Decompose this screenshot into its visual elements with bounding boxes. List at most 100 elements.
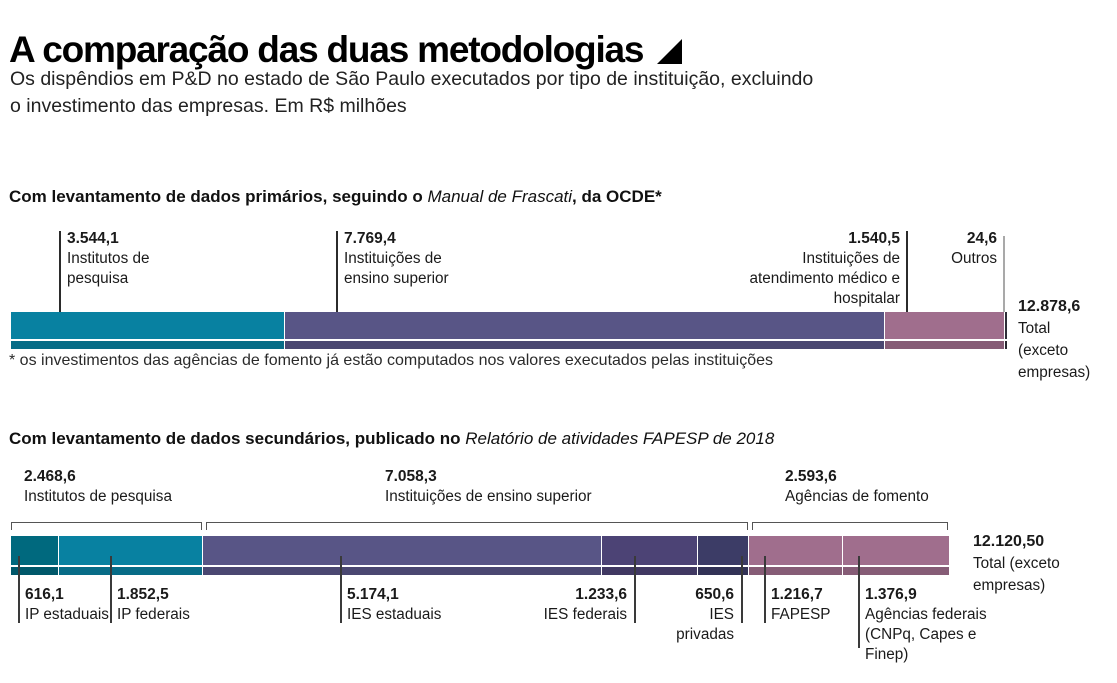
segment-value: 5.174,1 [347,586,399,603]
segment-name: IES estaduais [347,605,441,625]
label-line: (CNPq, Capes e [865,626,977,643]
segment-label-fapesp: 1.216,7 FAPESP [771,585,831,625]
label-line: Finep) [865,646,909,663]
segment-label-institutos-pesquisa: 3.544,1 Institutos de pesquisa [67,229,149,289]
label-line: Agências federais [865,606,987,623]
leader-line [110,556,112,623]
segment-value: 7.769,4 [344,230,396,247]
segment-value: 1.233,6 [575,586,627,603]
section2-title: Com levantamento de dados secundários, p… [9,429,774,449]
segment-label-ensino-superior: 7.769,4 Instituições de ensino superior [344,229,449,289]
bar-segment-ies-federais [601,567,697,575]
section2-title-prefix: Com levantamento de dados secundários, p… [9,429,466,448]
label-line: pesquisa [67,270,129,287]
label-line: Instituições de [344,250,442,267]
bar-segment-ies-federais [601,536,697,565]
leader-line [858,556,860,648]
bar-segment-fapesp [748,567,843,575]
bar-segment-ip-federais [59,567,202,575]
page-title: A comparação das duas metodologias [9,29,683,71]
segment-label-ies-federais: 1.233,6 IES federais [488,585,627,625]
label-line: Instituições de [802,250,900,267]
segment-name: Outros [918,249,997,269]
bar-segment-ies-privadas [697,567,748,575]
leader-line [741,556,743,623]
segment-name: IP estaduais [25,605,109,625]
bar-secondary-methodology-strip [11,567,950,575]
bar-segment-institui-es-de-ensino-superior [285,312,885,339]
group-name: Institutos de pesquisa [24,488,172,505]
segment-label-agencias-federais: 1.376,9 Agências federais (CNPq, Capes e F… [865,585,987,665]
bar-segment-ip-federais [59,536,202,565]
segment-value: 1.216,7 [771,586,823,603]
group-value: 2.468,6 [24,468,76,485]
segment-label-ip-federais: 1.852,5 IP federais [117,585,190,625]
bar-segment-fapesp [748,536,843,565]
segment-name: FAPESP [771,605,831,625]
label-line: empresas) [973,577,1046,594]
bar-segment-ies-estaduais [202,567,601,575]
segment-name: Instituições de ensino superior [344,249,449,289]
label-line: IES federais [543,606,627,623]
label-line: Institutos de [67,250,150,267]
bar-segment-ag-ncias-federais-cnpq-capes-e-finep [843,567,950,575]
bar-secondary-methodology [11,536,950,565]
section1-title-italic: Manual de Frascati [427,187,573,206]
label-line: atendimento médico e [749,270,900,287]
leader-line [634,556,636,623]
leader-line [18,556,20,623]
segment-label-outros: 24,6 Outros [918,229,997,269]
label-line: hospitalar [833,290,900,307]
segment-value: 3.544,1 [67,230,119,247]
bar-segment-outros [1005,341,1007,349]
segment-label-ies-privadas: 650,6 IES privadas [615,585,734,645]
segment-value: 650,6 [695,586,734,603]
label-line: privadas [676,626,734,643]
segment-name: Agências federais (CNPq, Capes e Finep) [865,605,987,665]
label-line: ensino superior [344,270,449,287]
label-line: IP estaduais [25,606,109,623]
group-value: 7.058,3 [385,468,437,485]
section2-title-italic: Relatório de atividades FAPESP de 2018 [465,429,775,448]
bar-segment-institui-es-de-atendimento-m-dico-e-hospitalar [885,312,1005,339]
total-name: Total (exceto empresas) [1018,318,1114,384]
bar-segment-ip-estaduais [11,567,59,575]
bar-segment-institui-es-de-ensino-superior [285,341,885,349]
bar-segment-ies-privadas [697,536,748,565]
segment-value: 1.376,9 [865,586,917,603]
title-triangle-icon [657,39,683,65]
segment-name: IES privadas [615,605,734,645]
total-value: 12.120,50 [973,533,1045,550]
section1-title-prefix: Com levantamento de dados primários, seg… [9,187,428,206]
footnote: * os investimentos das agências de fomen… [9,352,773,369]
label-line: Outros [951,250,997,267]
label-line: IES [709,606,734,623]
group-name: Agências de fomento [785,488,929,505]
label-line: Total (exceto [973,555,1060,572]
callout-tick [1003,236,1005,312]
group-label-agencias-fomento: 2.593,6 Agências de fomento [785,467,929,507]
segment-value: 1.540,5 [848,230,900,247]
callout-tick [906,231,908,325]
bar-primary-methodology-strip [11,341,1007,349]
bar-segment-institutos-de-pesquisa [11,341,285,349]
total-name: Total (exceto empresas) [973,553,1113,597]
label-line: (exceto [1018,342,1069,359]
segment-value: 1.852,5 [117,586,169,603]
total-label-primary: 12.878,6 Total (exceto empresas) [1018,296,1114,384]
group-bracket [206,522,748,530]
group-bracket [752,522,948,530]
group-name: Instituições de ensino superior [385,488,592,505]
segment-label-atendimento-medico: 1.540,5 Instituições de atendimento médic… [655,229,900,309]
bar-segment-ies-estaduais [202,536,601,565]
subtitle-line: o investimento das empresas. Em R$ milhõ… [10,95,407,117]
bar-segment-institui-es-de-atendimento-m-dico-e-hospitalar [885,341,1005,349]
bar-segment-institutos-de-pesquisa [11,312,285,339]
segment-label-ip-estaduais: 616,1 IP estaduais [25,585,109,625]
bar-segment-ag-ncias-federais-cnpq-capes-e-finep [843,536,950,565]
subtitle-line: Os dispêndios em P&D no estado de São Pa… [10,68,814,90]
callout-tick [59,231,61,318]
segment-value: 616,1 [25,586,64,603]
bar-segment-outros [1005,312,1007,339]
total-label-secondary: 12.120,50 Total (exceto empresas) [973,531,1113,597]
